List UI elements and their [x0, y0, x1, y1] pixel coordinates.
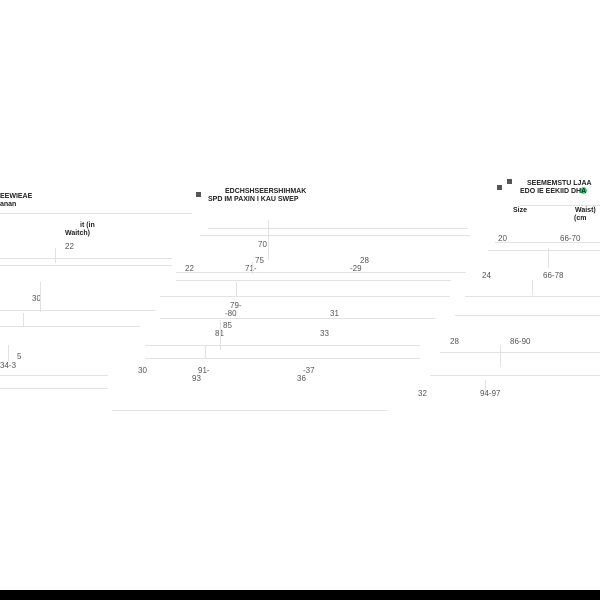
table-cell: 75 [255, 256, 264, 265]
column-header-size: Size [513, 207, 528, 214]
table-cell: -80 [225, 309, 237, 318]
table-cell: 28 [360, 256, 369, 265]
bottom-bar [0, 590, 600, 600]
table-cell: 31 [330, 309, 339, 318]
table-cell: 33 [320, 329, 329, 338]
waist-cell: 86-90 [510, 337, 531, 346]
table-cell: 81 [215, 329, 224, 338]
table-cell: 93 [192, 374, 201, 383]
column-header: Waitch) [65, 230, 91, 237]
size-cell: 24 [482, 271, 491, 280]
bullet-icon [497, 185, 502, 190]
bullet-icon [507, 179, 512, 184]
table-cell: 70 [258, 240, 267, 249]
table-title: EDO IE EEKIID DHA [520, 188, 587, 195]
table-cell: 91- [198, 366, 210, 375]
column-header: it (in [80, 222, 95, 229]
table-title: SEEMEMSTU LJAA [527, 180, 592, 187]
size-cell: 20 [498, 234, 507, 243]
table-cell: 71- [245, 264, 257, 273]
table-cell: -37 [303, 366, 315, 375]
table-cell: 30 [138, 366, 147, 375]
table-cell: 22 [185, 264, 194, 273]
table-cell: -29 [350, 264, 362, 273]
table-cell: 30 [32, 294, 41, 303]
table-title: EEWIEAE [0, 193, 33, 200]
table-cell: 34-3 [0, 361, 17, 370]
waist-cell: 66-78 [543, 271, 564, 280]
waist-cell: 94-97 [480, 389, 501, 398]
column-header-waist-unit: (cm [574, 215, 587, 222]
table-cell: 5 [17, 352, 22, 361]
table-cell: 36 [297, 374, 306, 383]
table-title: SPD IM PAXIN I KAU SWEP [208, 196, 299, 203]
bullet-icon [196, 192, 201, 197]
table-title: anan [0, 201, 17, 208]
size-cell: 28 [450, 337, 459, 346]
table-cell: 79- [230, 301, 242, 310]
column-header-waist: Waist) [575, 207, 596, 214]
size-cell: 32 [418, 389, 427, 398]
table-cell: 85 [223, 321, 232, 330]
status-dot [580, 187, 587, 194]
waist-cell: 66-70 [560, 234, 581, 243]
table-title: EDCHSHSEERSHIHMAK [225, 188, 307, 195]
table-cell: 22 [65, 242, 74, 251]
